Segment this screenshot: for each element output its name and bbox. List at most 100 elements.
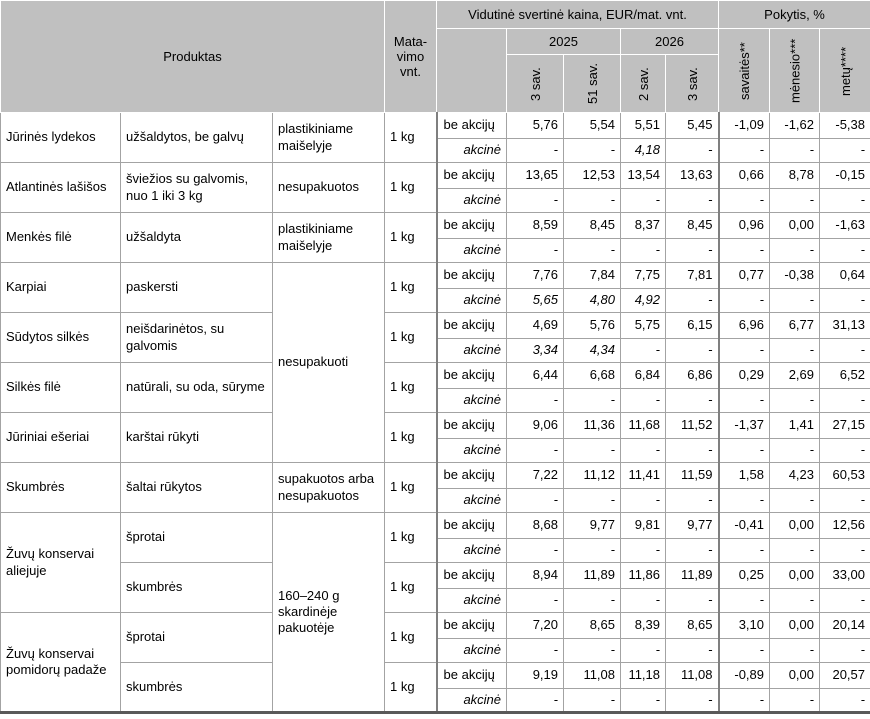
change-value-cell: 1,58 xyxy=(717,462,771,489)
price-value-cell: - xyxy=(620,338,667,363)
price-value-cell: 13,63 xyxy=(665,162,720,189)
change-value-cell: 3,10 xyxy=(717,612,771,639)
change-value-cell: 0,66 xyxy=(717,162,771,189)
price-value-cell: - xyxy=(665,338,720,363)
price-value-cell: 8,39 xyxy=(620,612,667,639)
price-type-regular-label: be akcijų xyxy=(435,562,508,589)
change-value-cell: - xyxy=(819,238,870,263)
product-row-regular: Žuvų konservai pomidorų padaže šprotai 1 k… xyxy=(0,612,870,713)
product-name-cell: Skumbrės xyxy=(0,462,121,513)
price-value-cell: 8,45 xyxy=(665,212,720,239)
price-value-cell: 8,65 xyxy=(563,612,622,639)
change-value-cell: - xyxy=(819,438,870,463)
product-name-cell: Sūdytos silkės xyxy=(0,312,121,363)
price-value-cell: - xyxy=(563,138,622,163)
price-value-cell: - xyxy=(563,188,622,213)
change-value-cell: - xyxy=(717,138,771,163)
product-row-promo: akcinė - - - - - - - xyxy=(1,388,870,413)
product-row-regular: Atlantinės lašišos šviežios su galvomis, … xyxy=(0,162,870,213)
product-row-regular: skumbrės 1 kg be akcijų 9,19 11,08 11,18 11,08… xyxy=(1,662,870,713)
price-value-cell: - xyxy=(665,138,720,163)
change-value-cell: 0,64 xyxy=(819,262,870,289)
change-value-cell: -0,15 xyxy=(819,162,870,189)
change-value-cell: -1,63 xyxy=(819,212,870,239)
price-value-cell: 11,89 xyxy=(665,562,720,589)
price-value-cell: - xyxy=(506,538,565,563)
change-value-cell: - xyxy=(769,288,821,313)
change-value-cell: 27,15 xyxy=(819,412,870,439)
change-value-cell: 0,00 xyxy=(769,562,821,589)
change-value-cell: 8,78 xyxy=(769,162,821,189)
price-value-cell: - xyxy=(620,588,667,613)
price-type-regular-label: be akcijų xyxy=(435,612,508,639)
price-value-cell: - xyxy=(620,688,667,713)
price-value-cell: 5,65 xyxy=(506,288,565,313)
unit-cell: 1 kg xyxy=(384,162,438,213)
col-header-week-2026-2: 2 sav. xyxy=(620,54,666,113)
price-value-cell: 11,86 xyxy=(620,562,667,589)
price-value-cell: - xyxy=(563,638,622,663)
price-value-cell: 7,76 xyxy=(506,262,565,289)
price-value-cell: 6,84 xyxy=(620,362,667,389)
unit-cell: 1 kg xyxy=(384,312,438,363)
price-value-cell: - xyxy=(506,688,565,713)
change-value-cell: 20,14 xyxy=(819,612,870,639)
price-type-regular-label: be akcijų xyxy=(435,262,508,289)
price-type-regular-label: be akcijų xyxy=(435,162,508,189)
price-value-cell: 11,08 xyxy=(665,662,720,689)
price-type-promo-label: akcinė xyxy=(435,338,508,363)
price-value-cell: 6,86 xyxy=(665,362,720,389)
unit-cell: 1 kg xyxy=(384,612,438,663)
product-name-cell: Silkės filė xyxy=(0,362,121,413)
price-value-cell: 8,37 xyxy=(620,212,667,239)
table-header: Produktas Mata-vimo vnt. Vidutinė sverti… xyxy=(0,0,870,113)
change-value-cell: - xyxy=(819,288,870,313)
description-cell: užšaldyta xyxy=(120,212,273,263)
price-type-regular-label: be akcijų xyxy=(435,362,508,389)
unit-cell: 1 kg xyxy=(384,262,438,313)
unit-cell: 1 kg xyxy=(384,412,438,463)
product-row-regular: Jūriniai ešeriai karštai rūkyti 1 kg be akc… xyxy=(0,412,870,463)
price-value-cell: - xyxy=(620,438,667,463)
change-value-cell: 20,57 xyxy=(819,662,870,689)
price-value-cell: - xyxy=(563,688,622,713)
col-header-year-2026: 2026 xyxy=(620,28,720,55)
price-value-cell: 6,15 xyxy=(665,312,720,339)
col-header-week-2025-51: 51 sav. xyxy=(563,54,621,113)
price-value-cell: - xyxy=(506,438,565,463)
price-type-regular-label: be akcijų xyxy=(435,312,508,339)
product-name-cell: Žuvų konservai aliejuje xyxy=(0,512,121,613)
price-type-promo-label: akcinė xyxy=(435,238,508,263)
price-value-cell: - xyxy=(506,638,565,663)
product-row-promo: akcinė - - - - - - - xyxy=(1,588,870,613)
change-value-cell: 12,56 xyxy=(819,512,870,539)
col-group-change: Pokytis, % xyxy=(718,0,870,29)
change-value-cell: 31,13 xyxy=(819,312,870,339)
description-cell: šaltai rūkytos xyxy=(120,462,273,513)
price-type-promo-label: akcinė xyxy=(435,688,508,713)
change-value-cell: - xyxy=(769,388,821,413)
change-value-cell: 0,00 xyxy=(769,212,821,239)
change-value-cell: - xyxy=(717,288,771,313)
price-value-cell: 11,12 xyxy=(563,462,622,489)
price-value-cell: 11,36 xyxy=(563,412,622,439)
description-cell: šviežios su galvomis, nuo 1 iki 3 kg xyxy=(120,162,273,213)
change-value-cell: - xyxy=(819,488,870,513)
change-value-cell: - xyxy=(717,238,771,263)
unit-cell: 1 kg xyxy=(384,362,438,413)
change-value-cell: 0,25 xyxy=(717,562,771,589)
change-value-cell: - xyxy=(769,588,821,613)
price-type-regular-label: be akcijų xyxy=(435,212,508,239)
price-value-cell: 9,77 xyxy=(665,512,720,539)
price-value-cell: 9,19 xyxy=(506,662,565,689)
change-value-cell: -1,09 xyxy=(717,112,771,139)
change-value-cell: 0,00 xyxy=(769,662,821,689)
description-cell: paskersti xyxy=(120,262,273,313)
description-cell: užšaldytos, be galvų xyxy=(120,112,273,163)
price-value-cell: 11,89 xyxy=(563,562,622,589)
price-value-cell: 11,68 xyxy=(620,412,667,439)
change-value-cell: 33,00 xyxy=(819,562,870,589)
change-value-cell: 0,00 xyxy=(769,612,821,639)
change-value-cell: - xyxy=(769,188,821,213)
packaging-cell: supakuotos arba nesupakuotos xyxy=(271,462,386,513)
